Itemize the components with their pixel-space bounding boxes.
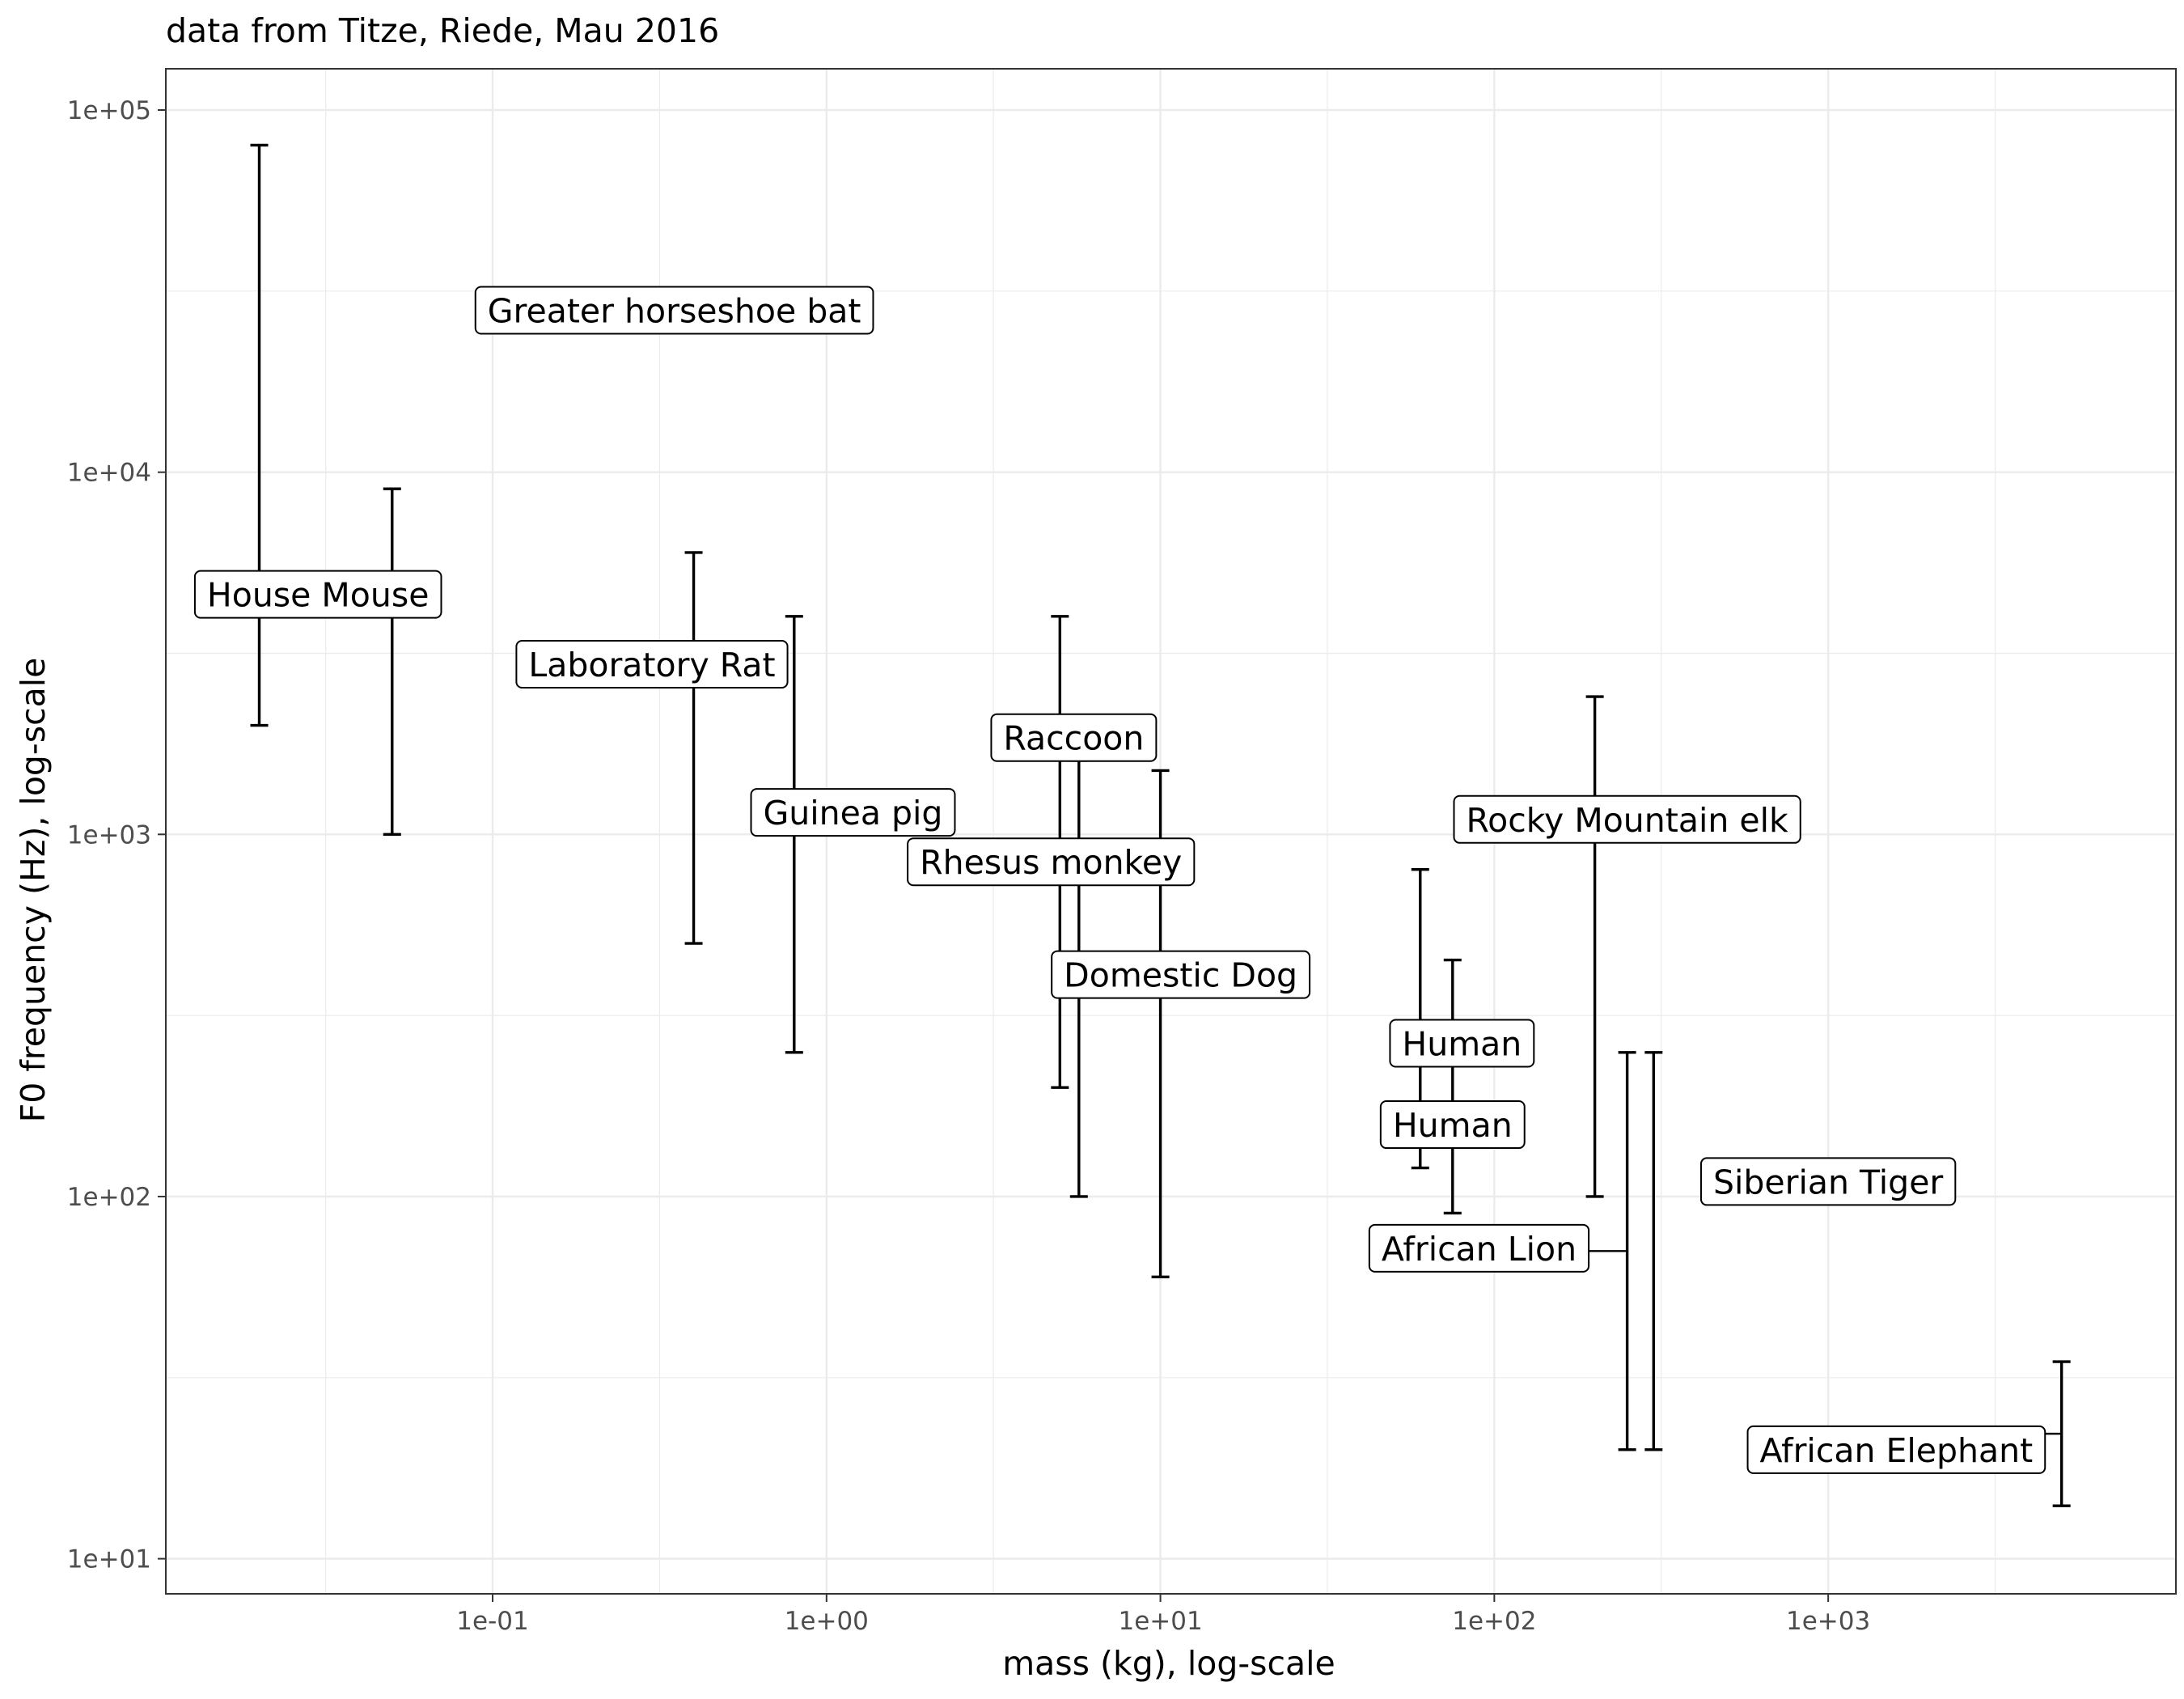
point-label: Rhesus monkey: [907, 837, 1196, 887]
x-tick-label: 1e-01: [456, 1607, 528, 1636]
point-label-text: Guinea pig: [764, 794, 943, 833]
point-label-text: Raccoon: [1003, 719, 1144, 758]
point-label-text: African Elephant: [1760, 1431, 2034, 1470]
point-label-box: [1368, 1223, 1590, 1273]
error-bar: [1443, 958, 1462, 1215]
point-label-text: Laboratory Rat: [528, 646, 775, 684]
point-label: Human: [1389, 1019, 1535, 1068]
error-bar: [2052, 1360, 2071, 1507]
point-label-text: Domestic Dog: [1064, 956, 1297, 995]
point-labels: Greater horseshoe bat House Mouse Laborato…: [193, 286, 2046, 1474]
point-label-box: [515, 639, 789, 688]
x-tick-label: 1e+00: [785, 1607, 869, 1636]
point-label-box: [1453, 794, 1801, 844]
error-bar: [684, 551, 703, 945]
point-label-box: [990, 713, 1158, 762]
point-label-box: [1051, 950, 1311, 999]
point-label: Rocky Mountain elk: [1453, 794, 1801, 844]
y-tick-label: 1e+04: [67, 459, 151, 488]
x-tick-label: 1e+01: [1118, 1607, 1202, 1636]
point-label-text: Greater horseshoe bat: [488, 291, 861, 330]
point-label-text: House Mouse: [207, 576, 430, 615]
x-tick-label: 1e+03: [1786, 1607, 1870, 1636]
y-tick-label: 1e+03: [67, 820, 151, 850]
point-label: Human: [1379, 1100, 1526, 1150]
y-tick-label: 1e+01: [67, 1545, 151, 1574]
point-label: Guinea pig: [750, 788, 956, 837]
point-label: Greater horseshoe bat: [474, 286, 874, 335]
point-label-text: Human: [1393, 1106, 1513, 1145]
point-label: Laboratory Rat: [515, 639, 789, 688]
point-label-box: [1699, 1157, 1957, 1206]
point-label-box: [1379, 1100, 1526, 1150]
plot-panel: [166, 69, 2176, 1594]
error-bar: [1644, 1051, 1663, 1451]
point-label-box: [1746, 1425, 2046, 1474]
error-bars: [250, 143, 2071, 1507]
point-label: African Lion: [1368, 1223, 1590, 1273]
error-bar: [1585, 695, 1604, 1198]
point-label-text: Rocky Mountain elk: [1466, 801, 1788, 840]
error-bar: [250, 143, 269, 727]
y-tick-label: 1e+05: [67, 96, 151, 125]
point-label: House Mouse: [193, 570, 442, 619]
minor-gridlines: [166, 69, 2176, 1594]
point-label-text: Siberian Tiger: [1713, 1163, 1943, 1201]
x-axis: 1e-01 1e+00 1e+01 1e+02 1e+03: [456, 1594, 1870, 1636]
point-label: Domestic Dog: [1051, 950, 1311, 999]
x-tick-label: 1e+02: [1452, 1607, 1536, 1636]
error-bar: [383, 487, 401, 837]
point-label-text: Human: [1402, 1024, 1522, 1063]
point-label-box: [1389, 1019, 1535, 1068]
x-axis-title: mass (kg), log-scale: [1002, 1644, 1335, 1683]
point-label: African Elephant: [1746, 1425, 2046, 1474]
point-label-box: [193, 570, 442, 619]
y-axis: 1e+01 1e+02 1e+03 1e+04 1e+05: [67, 96, 166, 1574]
error-bar: [1618, 1051, 1636, 1451]
y-axis-title: F0 frequency (Hz), log-scale: [14, 658, 53, 1123]
point-label: Raccoon: [990, 713, 1158, 762]
point-label-box: [750, 788, 956, 837]
plot-panel-border: [165, 68, 2177, 1595]
point-label-box: [907, 837, 1196, 887]
point-label-box: [474, 286, 874, 335]
y-tick-label: 1e+02: [67, 1183, 151, 1212]
point-label-text: Rhesus monkey: [920, 843, 1182, 882]
point-label: Siberian Tiger: [1699, 1157, 1957, 1206]
point-label-text: African Lion: [1382, 1230, 1577, 1269]
chart-title: data from Titze, Riede, Mau 2016: [166, 11, 719, 50]
